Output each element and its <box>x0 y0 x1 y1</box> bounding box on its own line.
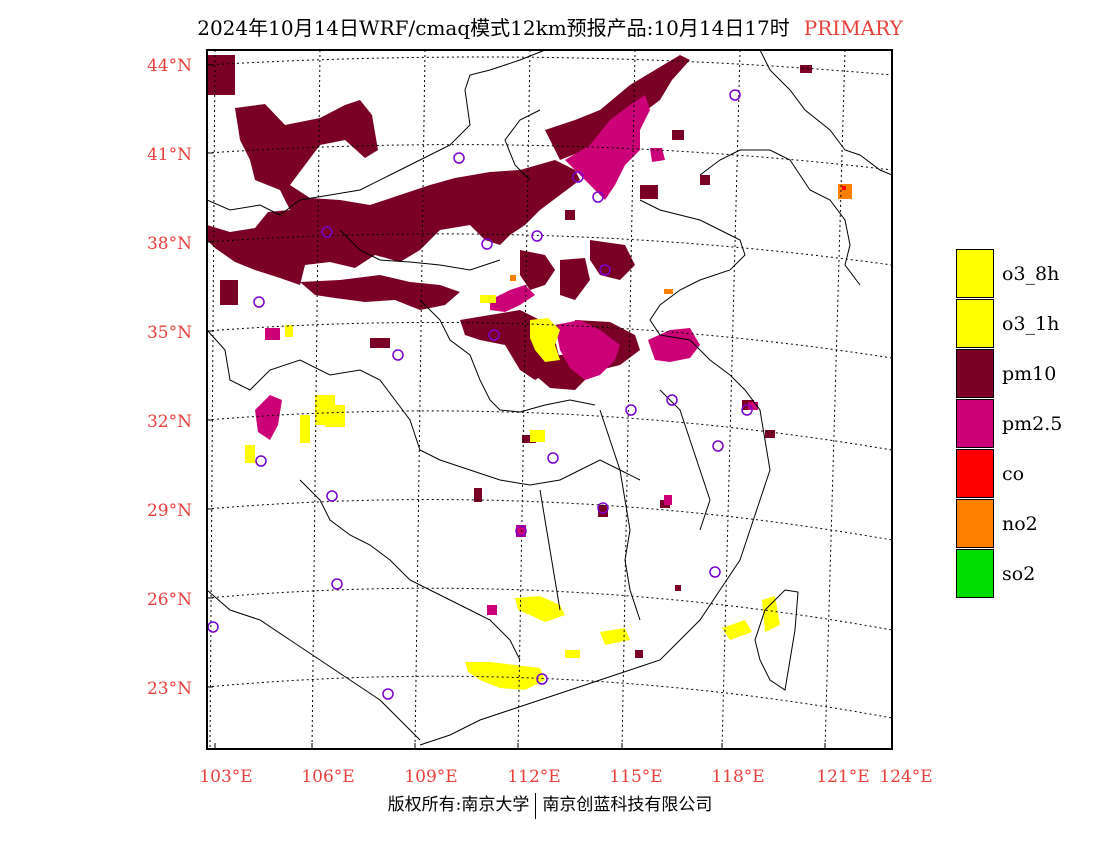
lat-label: 29°N <box>147 501 192 521</box>
copyright-footer: 版权所有:南京大学 南京创蓝科技有限公司 <box>0 790 1100 819</box>
co-areas <box>842 186 846 190</box>
legend-swatch <box>956 449 994 498</box>
legend-swatch <box>956 249 994 298</box>
legend-label: o3_8h <box>1002 263 1060 285</box>
map-title: 2024年10月14日WRF/cmaq模式12km预报产品:10月14日17时 P… <box>0 12 1100 41</box>
legend-label: pm10 <box>1002 363 1057 385</box>
lat-label: 32°N <box>147 412 192 432</box>
legend-item-pm10: pm10 <box>956 349 1096 399</box>
boundaries <box>207 50 892 746</box>
legend-item-no2: no2 <box>956 499 1096 549</box>
lat-label: 35°N <box>147 323 192 343</box>
lon-label: 124°E <box>879 767 932 787</box>
pollutant-layers <box>207 50 892 749</box>
footer-divider <box>535 792 537 819</box>
legend-swatch <box>956 349 994 398</box>
lat-label: 41°N <box>147 145 192 165</box>
copyright-left: 版权所有:南京大学 <box>387 795 530 815</box>
legend-label: pm2.5 <box>1002 413 1063 435</box>
legend-swatch <box>956 299 994 348</box>
legend-item-pm25: pm2.5 <box>956 399 1096 449</box>
legend-label: so2 <box>1002 563 1036 585</box>
longitude-labels: 103°E 106°E 109°E 112°E 115°E 118°E 121°… <box>199 767 932 787</box>
no2-areas <box>510 184 852 294</box>
legend-label: no2 <box>1002 513 1038 535</box>
legend-item-co: co <box>956 449 1096 499</box>
title-text: 2024年10月14日WRF/cmaq模式12km预报产品:10月14日17时 <box>197 16 790 40</box>
o3-areas <box>245 295 780 690</box>
lon-label: 121°E <box>816 767 869 787</box>
station-markers <box>207 89 753 700</box>
lon-label: 118°E <box>711 767 764 787</box>
legend-swatch <box>956 399 994 448</box>
legend-label: o3_1h <box>1002 313 1060 335</box>
lat-label: 44°N <box>147 56 192 76</box>
lon-label: 112°E <box>507 767 560 787</box>
lat-label: 23°N <box>147 679 192 699</box>
latitude-labels: 44°N 41°N 38°N 35°N 32°N 29°N 26°N 23°N <box>147 56 192 699</box>
lat-label: 38°N <box>147 234 192 254</box>
legend-item-o3-8h: o3_8h <box>956 249 1096 299</box>
legend-swatch <box>956 549 994 598</box>
primary-tag: PRIMARY <box>803 16 903 40</box>
lon-label: 106°E <box>301 767 354 787</box>
legend-item-so2: so2 <box>956 549 1096 599</box>
lon-label: 103°E <box>199 767 252 787</box>
legend-label: co <box>1002 463 1025 485</box>
lat-label: 26°N <box>147 590 192 610</box>
tick-marks <box>207 64 893 749</box>
legend-item-o3-1h: o3_1h <box>956 299 1096 349</box>
copyright-right: 南京创蓝科技有限公司 <box>542 795 713 815</box>
lon-label: 109°E <box>404 767 457 787</box>
graticule <box>207 50 892 749</box>
lon-label: 115°E <box>609 767 662 787</box>
legend-swatch <box>956 499 994 548</box>
legend: o3_8h o3_1h pm10 pm2.5 co no2 so2 <box>956 249 1096 599</box>
